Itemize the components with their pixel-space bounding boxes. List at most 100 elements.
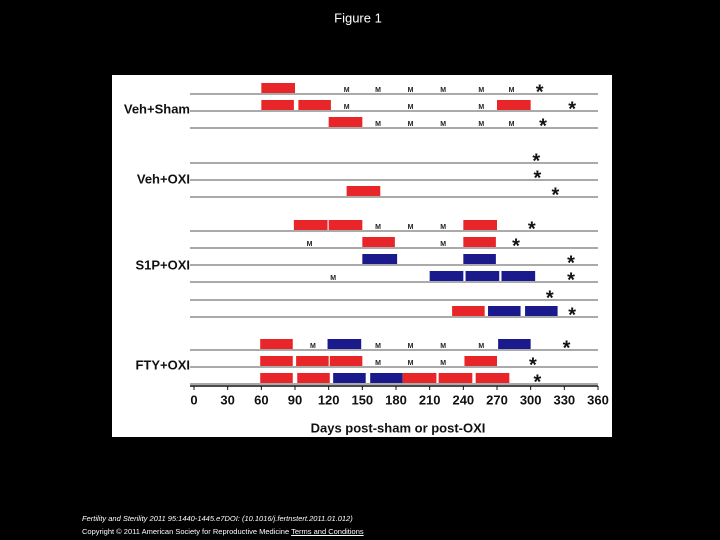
treatment-bar [328, 117, 363, 127]
m-marker: M [509, 87, 515, 94]
group-label: Veh+OXI [137, 171, 190, 186]
x-tick-label: 330 [553, 392, 575, 407]
treatment-bar [260, 339, 293, 349]
citation-text: Fertility and Sterility 2011 95:1440-144… [82, 514, 353, 523]
treatment-bar [261, 100, 294, 110]
treatment-bar [298, 100, 331, 110]
treatment-bar [463, 237, 496, 247]
treatment-bar [260, 356, 293, 366]
group-label: Veh+Sham [124, 101, 190, 116]
treatment-bar [327, 339, 362, 349]
end-marker: * [529, 354, 537, 376]
treatment-bar [333, 373, 366, 383]
treatment-bar [297, 373, 330, 383]
m-marker: M [440, 343, 446, 350]
treatment-bar [362, 254, 398, 264]
m-marker: M [478, 343, 484, 350]
m-marker: M [478, 104, 484, 111]
slide-title: Figure 1 [334, 10, 382, 25]
treatment-bar [438, 373, 473, 383]
m-marker: M [440, 121, 446, 128]
end-marker: * [532, 150, 540, 172]
group-label: FTY+OXI [135, 357, 190, 372]
citation: Fertility and Sterility 2011 95:1440-144… [82, 514, 353, 523]
treatment-bar [488, 306, 521, 316]
end-marker: * [534, 167, 542, 189]
x-tick-label: 360 [587, 392, 609, 407]
m-marker: M [375, 343, 381, 350]
treatment-bar [370, 373, 403, 383]
m-marker: M [408, 343, 414, 350]
m-marker: M [307, 241, 313, 248]
m-marker: M [375, 224, 381, 231]
x-axis-label: Days post-sham or post-OXI [311, 420, 486, 435]
treatment-bar [463, 254, 496, 264]
end-marker: * [539, 115, 547, 137]
m-marker: M [330, 275, 336, 282]
m-marker: M [310, 343, 316, 350]
end-marker: * [563, 337, 571, 359]
end-marker: * [567, 252, 575, 274]
m-marker: M [478, 87, 484, 94]
x-tick-label: 180 [385, 392, 407, 407]
m-marker: M [375, 87, 381, 94]
treatment-bar [452, 306, 485, 316]
treatment-bar [525, 306, 558, 316]
treatment-bar [260, 373, 293, 383]
treatment-bar [402, 373, 437, 383]
x-tick-label: 60 [254, 392, 268, 407]
treatment-bar [346, 186, 381, 196]
end-marker: * [534, 371, 542, 393]
treatment-bar [362, 237, 395, 247]
m-marker: M [375, 121, 381, 128]
treatment-bar [329, 356, 363, 366]
end-marker: * [551, 184, 559, 206]
m-marker: M [440, 360, 446, 367]
end-marker: * [536, 81, 544, 103]
group-label: S1P+OXI [135, 257, 190, 272]
x-tick-label: 30 [220, 392, 234, 407]
m-marker: M [408, 104, 414, 111]
copyright-line: Copyright © 2011 American Society for Re… [82, 527, 364, 536]
x-tick-label: 300 [520, 392, 542, 407]
treatment-bar [429, 271, 464, 281]
m-marker: M [408, 360, 414, 367]
m-marker: M [375, 360, 381, 367]
x-tick-label: 90 [288, 392, 302, 407]
end-marker: * [546, 287, 554, 309]
treatment-bar [293, 220, 328, 230]
x-tick-label: 0 [190, 392, 197, 407]
end-marker: * [568, 98, 576, 120]
m-marker: M [344, 104, 350, 111]
end-marker: * [568, 304, 576, 326]
treatment-bar [497, 100, 531, 110]
terms-link[interactable]: Terms and Conditions [291, 527, 364, 536]
treatment-bar [501, 271, 536, 281]
treatment-bar [498, 339, 531, 349]
treatment-bar [464, 356, 497, 366]
copyright: Copyright © 2011 American Society for Re… [82, 527, 290, 536]
x-tick-label: 240 [452, 392, 474, 407]
treatment-bar [261, 83, 295, 93]
m-marker: M [408, 224, 414, 231]
end-marker: * [512, 235, 520, 257]
m-marker: M [440, 241, 446, 248]
treatment-bar [296, 356, 329, 366]
treatment-bar [463, 220, 497, 230]
x-tick-label: 270 [486, 392, 508, 407]
m-marker: M [509, 121, 515, 128]
end-marker: * [528, 218, 536, 240]
m-marker: M [344, 87, 350, 94]
m-marker: M [408, 87, 414, 94]
end-marker: * [567, 269, 575, 291]
treatment-bar [465, 271, 500, 281]
x-tick-label: 120 [318, 392, 340, 407]
m-marker: M [408, 121, 414, 128]
m-marker: M [478, 121, 484, 128]
x-tick-label: 150 [351, 392, 373, 407]
m-marker: M [440, 224, 446, 231]
m-marker: M [440, 87, 446, 94]
x-tick-label: 210 [419, 392, 441, 407]
